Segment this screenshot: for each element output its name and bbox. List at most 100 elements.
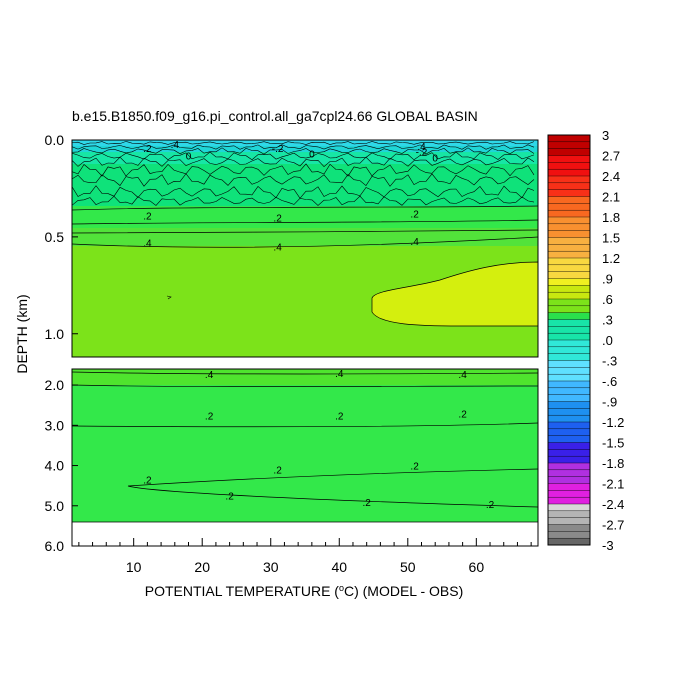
- colorbar-segment: [547, 230, 591, 238]
- colorbar-segment: [547, 414, 591, 423]
- y-tick-label: 0.0: [45, 132, 65, 148]
- contour-line: [71, 156, 535, 168]
- colorbar-segment: [547, 401, 591, 409]
- upper-depth-panel: .2.40-.20.4-.20.2.2.2.4.4.40.00.51.0: [45, 132, 539, 358]
- no-data-region: [72, 522, 538, 546]
- colorbar-segment: [547, 435, 591, 444]
- x-axis: 10 20 30 40 50 60: [78, 538, 532, 575]
- colorbar-segment: [547, 537, 591, 546]
- contour-label: .2: [273, 466, 282, 477]
- colorbar-segment: [547, 531, 591, 539]
- lower-depth-panel: .4 .4 .4 .2 .2 .2 .2 .2 .2 .2 .2 .2 2.0 3.0 4.0 5.0 6.0: [45, 368, 539, 554]
- colorbar-label: -2.1: [602, 477, 624, 492]
- colorbar-segment: [547, 462, 591, 471]
- contour-label: .2: [143, 476, 152, 487]
- contour-label: .2: [486, 500, 495, 511]
- colorbar-segment: [547, 189, 591, 197]
- colorbar-label: -2.4: [602, 497, 624, 512]
- colorbar-segment: [547, 278, 591, 286]
- colorbar-segment: [547, 483, 591, 491]
- colorbar-segment: [547, 339, 591, 348]
- colorbar-segment: [547, 257, 591, 266]
- contour-label: .2: [363, 498, 372, 509]
- contour-line: [71, 141, 535, 145]
- colorbar-segment: [547, 175, 591, 184]
- colorbar-segment: [547, 490, 591, 498]
- colorbar-label: 1.8: [602, 210, 620, 225]
- colorbar-segment: [547, 517, 591, 525]
- colorbar-segment: [547, 182, 591, 191]
- contour-label: .2: [410, 462, 419, 473]
- contour-line: [71, 144, 535, 150]
- y-tick-label: 3.0: [45, 417, 65, 433]
- colorbar-label: -1.5: [602, 436, 624, 451]
- colorbar-segment: [547, 421, 591, 430]
- colorbar-label: .6: [602, 292, 613, 307]
- colorbar-label: -1.2: [602, 415, 624, 430]
- contour-label: .4: [143, 239, 152, 250]
- contour-label: 0: [186, 152, 192, 163]
- panel-frame: [71, 368, 539, 547]
- panel-frame: [71, 139, 539, 358]
- x-tick-label: 20: [194, 559, 210, 575]
- x-tick-label: 50: [400, 559, 416, 575]
- colorbar-segment: [547, 353, 591, 362]
- x-axis-label-degree: o: [339, 583, 344, 593]
- y-tick-label: 4.0: [45, 458, 65, 474]
- colorbar-segment: [547, 216, 591, 225]
- colorbar-segment: [547, 449, 591, 457]
- colorbar-segment: [547, 305, 591, 314]
- contour-line: [71, 384, 539, 388]
- contour-line: [127, 468, 539, 508]
- y-tick-label: 2.0: [45, 377, 65, 393]
- contour-line: [71, 229, 539, 234]
- colorbar-segment: [547, 291, 591, 300]
- x-tick-label: 10: [126, 559, 142, 575]
- contour-label: -.2: [416, 148, 428, 159]
- colorbar-label: 1.5: [602, 231, 620, 246]
- colorbar-label: -.9: [602, 395, 617, 410]
- contour-line: [166, 295, 172, 300]
- colorbar-label: -.3: [602, 354, 617, 369]
- y-tick-label: 6.0: [45, 538, 65, 554]
- contour-line: [71, 236, 539, 248]
- contour-label: .2: [273, 214, 282, 225]
- x-axis-label-part: POTENTIAL TEMPERATURE (: [145, 583, 340, 599]
- contour-label: .2: [225, 492, 234, 503]
- colorbar-segment: [547, 476, 591, 485]
- contour-label: .4: [273, 243, 282, 254]
- colorbar-label: -3: [602, 538, 614, 553]
- colorbar-segment: [547, 326, 591, 334]
- contour-label: .4: [410, 237, 419, 248]
- contour-label: .2: [335, 411, 344, 422]
- colorbar-segment: [547, 319, 591, 327]
- contour-band: [72, 206, 538, 228]
- contour-label: 0: [309, 150, 315, 161]
- colorbar-segment: [547, 237, 591, 245]
- contour-label: .4: [458, 370, 467, 381]
- colorbar-label: 2.1: [602, 190, 620, 205]
- x-axis-label-part: C) (MODEL - OBS): [344, 583, 463, 599]
- colorbar-segment: [547, 428, 591, 437]
- colorbar-frame: [547, 134, 591, 546]
- colorbar: 3 2.7 2.4 2.1 1.8 1.5 1.2 .9 .6 .3 .0 -.3 -.6 -.9 -1.2…: [547, 128, 624, 553]
- colorbar-segment: [547, 196, 591, 204]
- contour-label: .2: [143, 144, 152, 155]
- colorbar-label: -.6: [602, 374, 617, 389]
- colorbar-segment: [547, 510, 591, 519]
- contour-label: -.2: [272, 144, 284, 155]
- contour-band: [72, 140, 538, 146]
- colorbar-segment: [547, 271, 591, 280]
- colorbar-segment: [547, 408, 591, 416]
- colorbar-label: .3: [602, 313, 613, 328]
- colorbar-segment: [547, 141, 591, 150]
- colorbar-segment: [547, 380, 591, 389]
- y-tick-label: 1.0: [45, 326, 65, 342]
- colorbar-segment: [547, 367, 591, 375]
- colorbar-segment: [547, 442, 591, 450]
- colorbar-segment: [547, 524, 591, 532]
- colorbar-segment: [547, 285, 591, 293]
- contour-line: [71, 219, 539, 225]
- colorbar-segment: [547, 455, 591, 464]
